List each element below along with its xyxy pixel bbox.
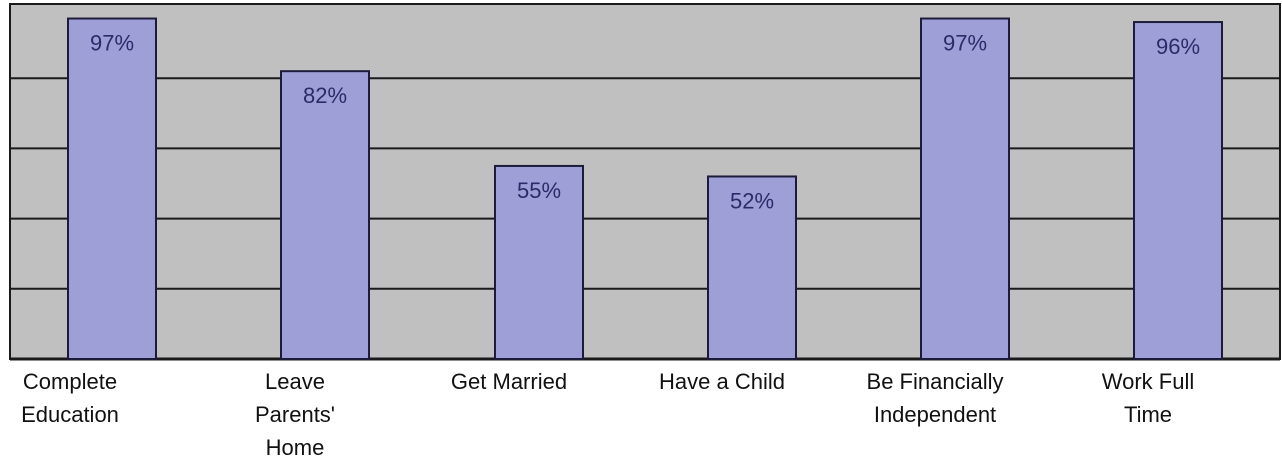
category-label-line: Time <box>1124 402 1172 427</box>
category-labels: Complete Education Leave Parents' Home Get Ma… <box>21 369 1195 460</box>
bars <box>67 17 1223 361</box>
data-label-1: 97% <box>90 31 134 56</box>
data-label-2: 82% <box>303 83 347 108</box>
category-label-line: Parents' <box>255 402 335 427</box>
category-label-line: Leave <box>265 369 325 394</box>
category-label-line: Home <box>266 435 325 459</box>
category-label-line: Get Married <box>451 369 567 394</box>
bar-4 <box>707 175 797 360</box>
bar-3 <box>494 164 584 360</box>
category-label-6: Work Full Time <box>1102 369 1195 427</box>
category-label-1: Complete Education <box>21 369 119 427</box>
category-label-5: Be Financially Independent <box>867 369 1004 427</box>
bar-2 <box>280 70 370 361</box>
category-label-line: Have a Child <box>659 369 785 394</box>
category-label-2: Leave Parents' Home <box>255 369 335 459</box>
plot-area <box>9 3 1281 360</box>
data-label-6: 96% <box>1156 34 1200 59</box>
category-label-line: Education <box>21 402 119 427</box>
category-label-3: Get Married <box>451 369 567 394</box>
category-label-line: Be Financially <box>867 369 1004 394</box>
bar-6 <box>1133 21 1223 360</box>
data-label-3: 55% <box>517 178 561 203</box>
data-label-5: 97% <box>943 31 987 56</box>
category-label-4: Have a Child <box>659 369 785 394</box>
bar-5 <box>920 17 1010 361</box>
category-label-line: Complete <box>23 369 117 394</box>
gridlines <box>10 77 1280 361</box>
data-labels: 97% 82% 55% 52% 97% 96% <box>90 31 1200 214</box>
category-label-line: Independent <box>874 402 996 427</box>
data-label-4: 52% <box>730 188 774 213</box>
bar-1 <box>67 17 157 361</box>
category-label-line: Work Full <box>1102 369 1195 394</box>
